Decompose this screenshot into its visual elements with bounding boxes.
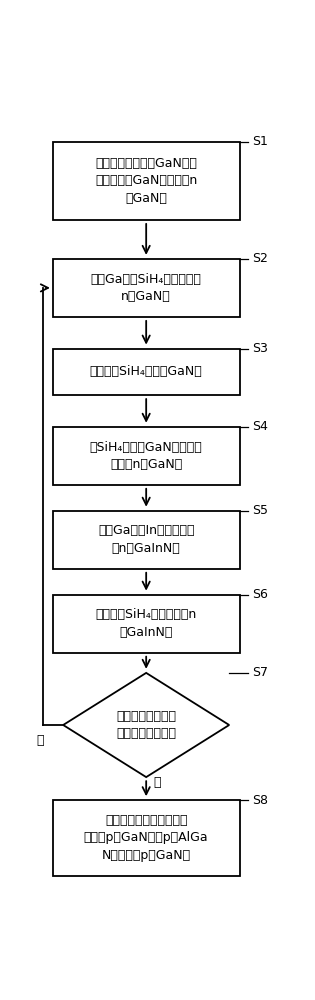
Text: S1: S1: [252, 135, 268, 148]
Text: 通入Ga源、In源，生长第
一n型GaInN层: 通入Ga源、In源，生长第 一n型GaInN层: [98, 524, 194, 555]
Text: S4: S4: [252, 420, 268, 433]
FancyBboxPatch shape: [53, 142, 239, 220]
Text: S7: S7: [252, 666, 268, 679]
Text: 判断超晶格单元的
总厚度达到预定值: 判断超晶格单元的 总厚度达到预定值: [116, 710, 176, 740]
FancyBboxPatch shape: [53, 427, 239, 485]
FancyBboxPatch shape: [53, 259, 239, 317]
Text: 将SiH₄渗入至GaN层中，形
成第二n型GaN层: 将SiH₄渗入至GaN层中，形 成第二n型GaN层: [90, 441, 203, 471]
Text: S8: S8: [252, 794, 268, 807]
Polygon shape: [63, 673, 229, 777]
Text: S6: S6: [252, 588, 268, 601]
Text: 是: 是: [153, 776, 161, 789]
Text: 否: 否: [36, 734, 44, 747]
FancyBboxPatch shape: [53, 511, 239, 569]
Text: 再次通入SiH₄，生长第二n
型GaInN层: 再次通入SiH₄，生长第二n 型GaInN层: [95, 608, 197, 639]
Text: 在衬底上依次生长GaN缓冲
层、非掺杂GaN层、底层n
型GaN层: 在衬底上依次生长GaN缓冲 层、非掺杂GaN层、底层n 型GaN层: [95, 157, 197, 205]
Text: 停止通入SiH₄，生长GaN层: 停止通入SiH₄，生长GaN层: [90, 365, 203, 378]
Text: 通入Ga源和SiH₄，生长第一
n型GaN层: 通入Ga源和SiH₄，生长第一 n型GaN层: [91, 273, 202, 303]
FancyBboxPatch shape: [53, 349, 239, 395]
FancyBboxPatch shape: [53, 800, 239, 876]
FancyBboxPatch shape: [53, 595, 239, 653]
Text: 依次生长多量子阱发光层
、低温p型GaN层、p型AlGa
N限制层、p型GaN层: 依次生长多量子阱发光层 、低温p型GaN层、p型AlGa N限制层、p型GaN层: [84, 814, 209, 862]
Text: S2: S2: [252, 252, 268, 265]
Text: S3: S3: [252, 342, 268, 355]
Text: S5: S5: [252, 504, 268, 517]
